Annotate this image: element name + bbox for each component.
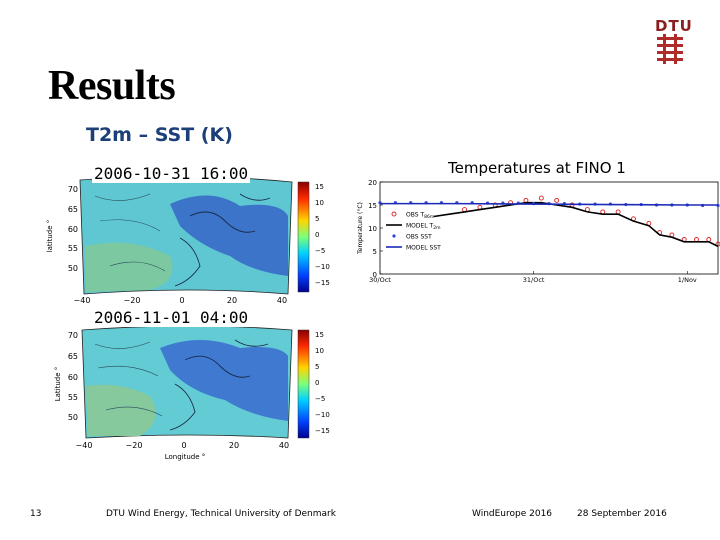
map2-lat-tick: 50 [68, 413, 78, 422]
x-tick-label: 30/Oct [369, 276, 391, 284]
y-tick-label: 0 [373, 271, 377, 279]
map-panel-1: latitude ° 70 65 60 55 50 −40 −20 0 20 4… [46, 176, 330, 305]
map1-lon-tick: 40 [277, 296, 287, 305]
map1-colorbar-tick: −10 [315, 263, 330, 271]
slide-subtitle: T2m – SST (K) [86, 124, 233, 146]
map1-colorbar-tick: 0 [315, 231, 319, 239]
legend-swatch [392, 234, 396, 238]
map1-lat-tick: 60 [68, 225, 78, 234]
map2-colorbar-tick: 0 [315, 379, 319, 387]
map1-colorbar-tick: −15 [315, 279, 330, 287]
legend-label: MODEL T2m [406, 223, 440, 232]
map2-colorbar-tick: −5 [315, 395, 325, 403]
y-tick-label: 5 [373, 248, 377, 256]
footer-organization: DTU Wind Energy, Technical University of… [106, 509, 336, 519]
map2-lat-tick: 60 [68, 373, 78, 382]
map1-lon-tick: 0 [179, 296, 184, 305]
map2-ylabel: Latitude ° [54, 367, 62, 402]
map2-lon-tick: −40 [76, 441, 93, 450]
map2-land-outline [169, 339, 269, 431]
map2-timestamp: 2006-11-01 04:00 [92, 308, 251, 327]
map1-colorbar-tick: −5 [315, 247, 325, 255]
map1-lat-tick: 70 [68, 185, 78, 194]
series-model-t-line [433, 201, 719, 248]
map2-colorbar-tick: −10 [315, 411, 330, 419]
map1-timestamp: 2006-10-31 16:00 [92, 164, 251, 183]
map1-lon-tick: −20 [124, 296, 141, 305]
map2-colorbar-tick: 10 [315, 347, 324, 355]
x-tick-label: 31/Oct [523, 276, 545, 284]
y-tick-label: 15 [368, 202, 377, 210]
map1-land-outline [174, 193, 271, 287]
map2-colorbar [297, 329, 310, 439]
y-axis-label: Temperature (°C) [357, 202, 364, 255]
map1-warm-region [85, 242, 173, 292]
y-tick-label: 20 [368, 179, 377, 187]
x-tick-label: 1/Nov [678, 276, 697, 284]
map2-lat-tick: 55 [68, 393, 78, 402]
legend-swatch [391, 211, 397, 217]
footer-conference: WindEurope 2016 [472, 509, 553, 519]
dtu-logo: DTU [655, 18, 693, 66]
map2-lon-tick: 0 [181, 441, 186, 450]
series-obs-t-point [538, 195, 544, 201]
map2-colorbar-tick: 5 [315, 363, 319, 371]
map2-lon-tick: 20 [229, 441, 239, 450]
dtu-logo-text: DTU [655, 17, 693, 35]
legend-label: MODEL SST [406, 245, 441, 252]
map1-colorbar-tick: 5 [315, 215, 319, 223]
map2-lon-tick: −20 [126, 441, 143, 450]
map1-lat-tick: 50 [68, 264, 78, 273]
chart-title: Temperatures at FINO 1 [448, 159, 626, 177]
map1-lon-tick: 20 [227, 296, 237, 305]
map2-lat-tick: 70 [68, 331, 78, 340]
map1-contours [94, 193, 166, 272]
map1-colorbar-tick: 15 [315, 183, 324, 191]
map2-colorbar-tick: 15 [315, 331, 324, 339]
map-panel-2: Latitude ° 70 65 60 55 50 −40 −20 0 20 4… [54, 326, 330, 461]
map2-warm-region [86, 384, 156, 436]
series-obs-t-point [554, 197, 560, 203]
map1-colorbar [297, 181, 310, 293]
map2-colorbar-tick: −15 [315, 427, 330, 435]
map2-cold-land [160, 340, 288, 421]
fino-temperature-chart: 0 5 10 15 20 30/Oct 31/Oct 1/Nov Temperature (°C… [357, 179, 720, 284]
footer-date: 28 September 2016 [577, 509, 667, 519]
map1-lat-tick: 55 [68, 244, 78, 253]
slide-title: Results [48, 63, 176, 109]
map1-lat-tick: 65 [68, 205, 78, 214]
map1-ylabel: latitude ° [46, 220, 54, 253]
series-model-sst-line [380, 202, 718, 206]
legend-label: OBS SST [406, 234, 432, 241]
map2-xlabel: Longitude ° [165, 453, 206, 461]
map1-colorbar-tick: 10 [315, 199, 324, 207]
plot-area [379, 181, 719, 275]
map1-cold-land [170, 195, 288, 276]
map2-lon-tick: 40 [279, 441, 289, 450]
y-tick-label: 10 [368, 225, 377, 233]
dtu-logo-emblem [657, 34, 683, 64]
footer-page-number: 13 [30, 509, 42, 519]
map2-lat-tick: 65 [68, 352, 78, 361]
map2-contours [94, 341, 163, 417]
map1-lon-tick: −40 [74, 296, 91, 305]
legend-label: OBS T86m [406, 212, 434, 221]
